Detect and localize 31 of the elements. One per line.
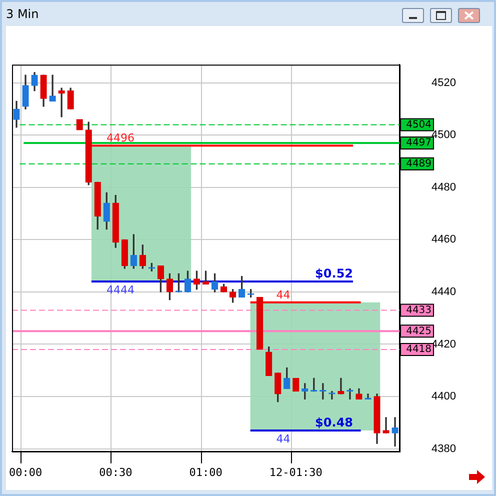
candlestick <box>382 417 390 434</box>
annotation: $0.52 <box>315 266 354 281</box>
candlestick <box>49 74 56 102</box>
x-tick-label: 00:30 <box>99 466 132 479</box>
annotation: 4444 <box>106 284 135 297</box>
annotation: 44 <box>276 432 290 446</box>
y-tick-label: 4380 <box>432 442 456 455</box>
x-tick-label: 12-01:30 <box>269 466 322 479</box>
annotation: $0.48 <box>315 415 354 430</box>
y-tick-label: 4520 <box>432 76 456 89</box>
ref-line-label: 4497 <box>406 138 432 149</box>
x-tick-label: 01:00 <box>189 466 222 479</box>
ref-line-label: 4418 <box>406 344 432 356</box>
y-tick-label: 4400 <box>432 390 456 403</box>
candlestick <box>392 417 398 447</box>
x-tick-label: 00:00 <box>8 466 42 479</box>
y-tick-label: 4500 <box>432 129 456 142</box>
ref-line-label: 4425 <box>406 326 432 337</box>
annotation: 4496 <box>106 132 135 145</box>
chart-title: 3 Min <box>6 6 39 23</box>
ref-line-label: 4489 <box>406 158 432 170</box>
candlestick <box>256 296 264 350</box>
candlestick <box>292 378 300 392</box>
ref-line-label: 4504 <box>406 119 432 130</box>
candlestick <box>76 119 83 130</box>
y-tick-label: 4440 <box>432 286 456 298</box>
y-tick-label: 4460 <box>432 234 456 246</box>
y-tick-label: 4480 <box>432 181 456 194</box>
ref-line-label: 4433 <box>406 304 432 316</box>
annotation: 44 <box>276 288 290 302</box>
y-tick-label: 4420 <box>432 338 456 350</box>
